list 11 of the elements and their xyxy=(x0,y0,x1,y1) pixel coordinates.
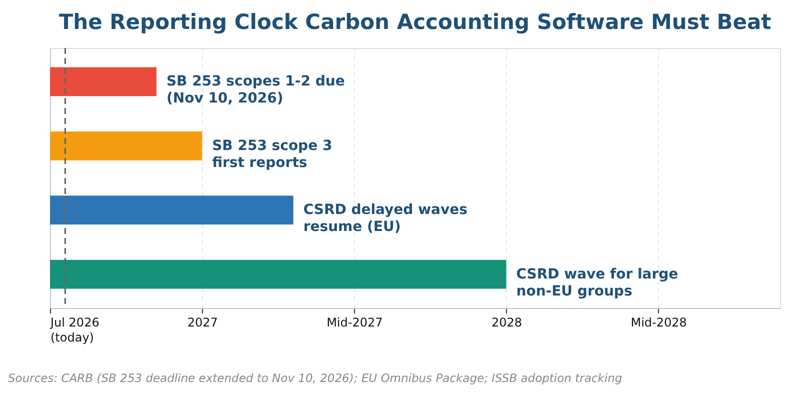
x-tick-label: 2027 xyxy=(187,316,218,330)
y-tick-label: CSRD wave for large non-EU groups xyxy=(516,266,678,300)
y-tick-label: CSRD delayed waves resume (EU) xyxy=(303,202,468,236)
x-tick-label: Jul 2026 (today) xyxy=(50,316,100,344)
x-tick-label: Mid-2028 xyxy=(630,316,687,330)
y-tick-label: SB 253 scope 3 first reports xyxy=(212,138,332,171)
y-tick-label: SB 253 scopes 1-2 due (Nov 10, 2026) xyxy=(166,74,345,107)
chart-title: The Reporting Clock Carbon Accounting Software Must Beat xyxy=(58,10,772,34)
x-tick-label: 2028 xyxy=(491,316,522,330)
source-note: Sources: CARB (SB 253 deadline extended to Nov 10, 2026); EU Omnibus Package; ISSB adoption tracking xyxy=(8,371,622,385)
x-tick-label: Mid-2027 xyxy=(326,316,383,330)
